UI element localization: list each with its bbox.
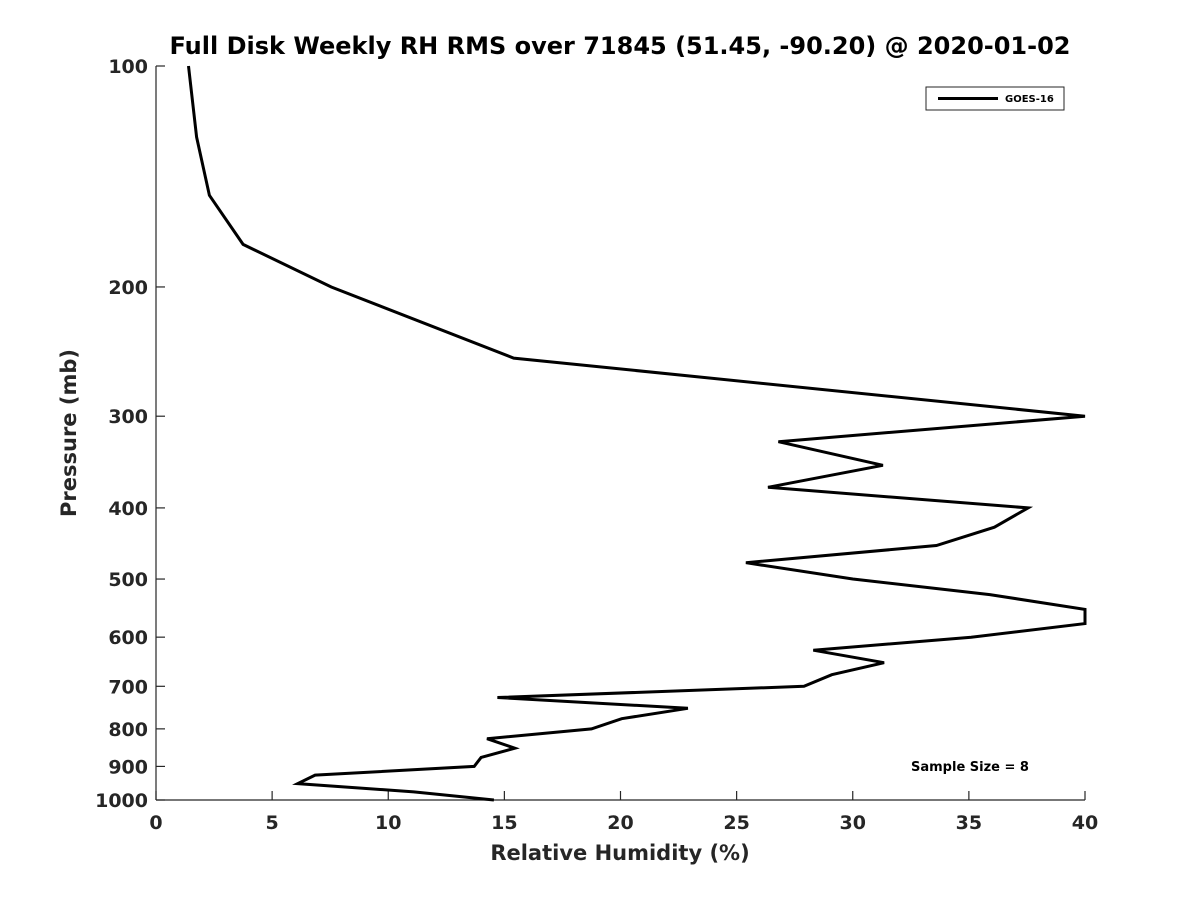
x-tick-label: 25 (723, 812, 749, 834)
x-tick-label: 40 (1072, 812, 1098, 834)
x-tick-label: 15 (491, 812, 517, 834)
x-tick-label: 20 (607, 812, 633, 834)
x-axis-ticks: 0 5 10 15 20 25 30 35 40 (149, 791, 1098, 834)
y-tick-label: 100 (108, 56, 148, 78)
y-axis-ticks: 100 200 300 400 500 600 700 800 900 1000 (95, 56, 165, 812)
y-tick-label: 400 (108, 498, 148, 520)
y-tick-label: 900 (108, 756, 148, 778)
y-tick-label: 200 (108, 277, 148, 299)
y-tick-label: 700 (108, 676, 148, 698)
x-axis-label: Relative Humidity (%) (490, 841, 749, 865)
x-tick-label: 0 (149, 812, 162, 834)
y-tick-label: 500 (108, 569, 148, 591)
legend: GOES-16 (925, 86, 1065, 111)
legend-label-goes-16: GOES-16 (1005, 94, 1054, 105)
plot-area: 0 5 10 15 20 25 30 35 40 100 200 300 400 500 600 700 80… (95, 56, 1098, 834)
chart-title: Full Disk Weekly RH RMS over 71845 (51.4… (169, 32, 1070, 60)
y-tick-label: 1000 (95, 790, 148, 812)
series-line-goes-16 (187, 65, 1087, 802)
sample-size-annotation: Sample Size = 8 (911, 760, 1029, 775)
x-tick-label: 5 (266, 812, 279, 834)
y-tick-label: 800 (108, 719, 148, 741)
x-tick-label: 35 (956, 812, 982, 834)
y-axis-label: Pressure (mb) (57, 349, 81, 517)
y-tick-label: 600 (108, 627, 148, 649)
y-tick-label: 300 (108, 406, 148, 428)
x-tick-label: 10 (375, 812, 401, 834)
x-tick-label: 30 (840, 812, 866, 834)
